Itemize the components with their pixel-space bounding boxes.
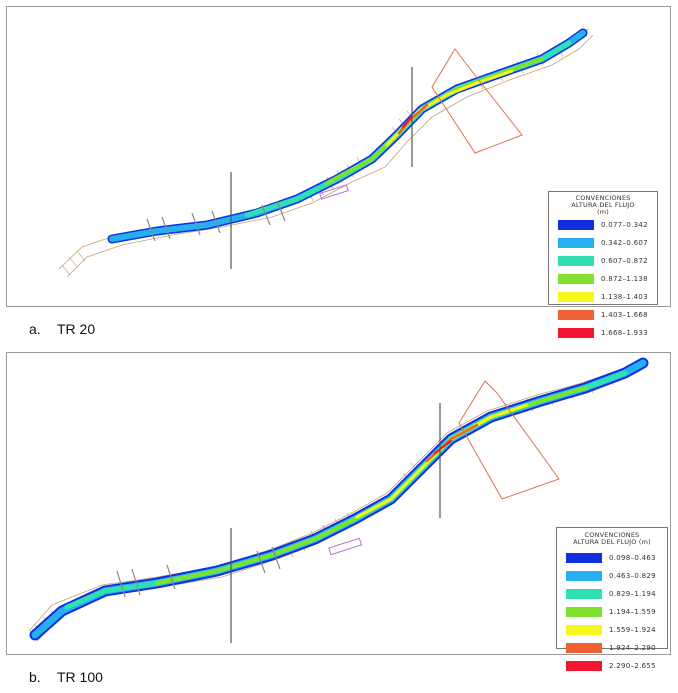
flood-extent	[107, 28, 588, 244]
legend-range-label: 0.098–0.463	[609, 554, 656, 562]
legend-swatch	[566, 661, 602, 671]
legend-range-label: 0.872–1.138	[601, 275, 648, 283]
legend-entry: 1.924–2.290	[557, 639, 667, 657]
structures	[146, 200, 286, 242]
caption-letter: a.	[29, 321, 41, 337]
legend-entry: 0.463–0.829	[557, 567, 667, 585]
legend-swatch	[566, 625, 602, 635]
legend-entry: 1.194–1.559	[557, 603, 667, 621]
legend-tr100: CONVENCIONES ALTURA DEL FLUJO (m) 0.098–…	[556, 527, 668, 671]
caption-text: TR 20	[57, 321, 96, 337]
legend-swatch	[558, 310, 594, 320]
legend-swatch	[558, 274, 594, 284]
legend-swatch	[566, 589, 602, 599]
legend-range-label: 1.559–1.924	[609, 626, 656, 634]
legend-swatch	[558, 238, 594, 248]
legend-range-label: 0.829–1.194	[609, 590, 656, 598]
flood-extent	[29, 357, 649, 641]
legend-range-label: 1.194–1.559	[609, 608, 656, 616]
legend-swatch	[558, 328, 594, 338]
legend-tr20: CONVENCIONES ALTURA DEL FLUJO (m) 0.077–…	[548, 191, 658, 338]
legend-entry: 0.872–1.138	[549, 270, 657, 288]
legend-range-label: 1.138–1.403	[601, 293, 648, 301]
flood-map-tr20	[58, 28, 594, 278]
map-panel-tr20: CONVENCIONES ALTURA DEL FLUJO (m) 0.077–…	[6, 6, 671, 338]
legend-swatch	[566, 607, 602, 617]
legend-swatch	[558, 256, 594, 266]
caption-text: TR 100	[57, 669, 103, 685]
legend-entry: 1.668–1.933	[549, 324, 657, 342]
structures	[116, 546, 281, 598]
legend-swatch	[566, 553, 602, 563]
figure-caption-a: a. TR 20	[29, 321, 95, 337]
reference-marker	[328, 537, 363, 556]
cross-section-hatch	[34, 372, 614, 636]
legend-entry: 1.559–1.924	[557, 621, 667, 639]
legend-swatch	[566, 643, 602, 653]
figure-caption-b: b. TR 100	[29, 669, 103, 685]
caption-letter: b.	[29, 669, 41, 685]
legend-entry: 0.607–0.872	[549, 252, 657, 270]
legend-swatch	[558, 292, 594, 302]
legend-range-label: 1.668–1.933	[601, 329, 648, 337]
legend-range-label: 0.607–0.872	[601, 257, 648, 265]
legend-swatch	[558, 220, 594, 230]
study-area-polygon	[458, 380, 560, 500]
legend-entry: 0.077–0.342	[549, 216, 657, 234]
study-area-polygon	[431, 48, 523, 154]
legend-entry: 0.829–1.194	[557, 585, 667, 603]
legend-swatch	[566, 571, 602, 581]
river-banks	[28, 360, 648, 642]
legend-range-label: 0.463–0.829	[609, 572, 656, 580]
legend-entries: 0.077–0.342 0.342–0.607 0.607–0.872 0.872–1…	[549, 216, 657, 342]
legend-entry: 1.138–1.403	[549, 288, 657, 306]
reference-marker	[319, 184, 349, 200]
legend-range-label: 2.290–2.655	[609, 662, 656, 670]
legend-range-label: 1.924–2.290	[609, 644, 656, 652]
map-panel-tr100: CONVENCIONES ALTURA DEL FLUJO (m) 0.098–…	[6, 352, 671, 671]
legend-entry: 0.342–0.607	[549, 234, 657, 252]
legend-range-label: 0.342–0.607	[601, 239, 648, 247]
legend-entry: 1.403–1.668	[549, 306, 657, 324]
legend-entry: 2.290–2.655	[557, 657, 667, 675]
legend-entries: 0.098–0.463 0.463–0.829 0.829–1.194 1.194–1…	[557, 549, 667, 675]
legend-range-label: 1.403–1.668	[601, 311, 648, 319]
flood-map-tr100	[28, 357, 649, 643]
legend-title: CONVENCIONES ALTURA DEL FLUJO (m)	[573, 531, 651, 546]
legend-title: CONVENCIONES ALTURA DEL FLUJO (m)	[571, 194, 635, 216]
legend-range-label: 0.077–0.342	[601, 221, 648, 229]
legend-entry: 0.098–0.463	[557, 549, 667, 567]
